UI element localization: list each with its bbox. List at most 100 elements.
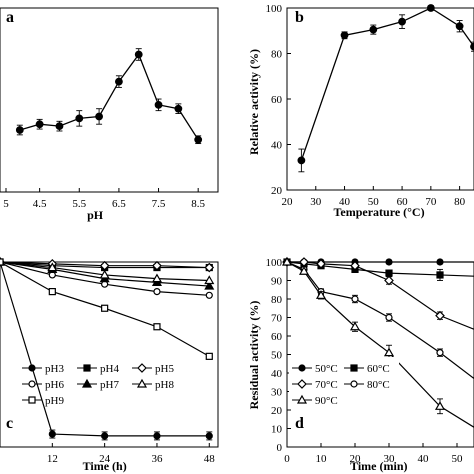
panel-d-series-group [281, 256, 474, 428]
panel-a-frame [0, 7, 219, 193]
panel-c-point-ph8 [99, 269, 110, 279]
panel-d-x-tick-label: 20 [350, 453, 362, 465]
legend-label-70c: 70°C [315, 379, 338, 391]
panel-b-label: b [295, 9, 304, 26]
panel-c-point-ph9 [205, 352, 213, 360]
panel-c-label: c [6, 415, 13, 432]
panel-b-frame [286, 7, 474, 191]
panel-b-x-tick-label: 50 [368, 196, 380, 208]
panel-a-x-tick-label: 7.5 [152, 198, 166, 210]
panel-d-y-tick-label: 20 [271, 405, 283, 417]
panel-b-data-point [297, 156, 306, 165]
panel-a-data-point [75, 114, 84, 123]
panel-c-point-ph9 [101, 304, 109, 312]
panel-d-y-tick-label: 0 [277, 442, 283, 454]
panel-c-x-tick-label: 12 [47, 453, 58, 465]
panel-b-data-point [340, 31, 349, 40]
panel-b-data-point [470, 42, 474, 51]
panel-d-point-90c [434, 401, 446, 410]
panel-d-y-tick-label: 60 [271, 331, 283, 343]
panel-d-point-70c [316, 259, 326, 269]
panel-b-data-point [398, 17, 406, 26]
panel-a-series-line [19, 53, 199, 141]
panel-b-data-point [455, 22, 464, 31]
panel-d-label: d [295, 415, 304, 432]
panel-c-point-ph8 [47, 262, 58, 272]
panel-d-frame [286, 261, 474, 448]
panel-a-data-point [154, 100, 163, 109]
panel-d-point-60c [385, 269, 393, 277]
panel-d-point-50c [385, 258, 393, 266]
legend-label-60c: 60°C [367, 363, 390, 375]
panel-d-x-tick-label: 40 [418, 453, 430, 465]
legend-label-ph9: pH9 [45, 395, 64, 407]
panel-d-y-tick-label: 90 [271, 276, 283, 288]
panel-c-point-ph9 [153, 323, 161, 331]
panel-c-point-ph9 [48, 288, 56, 296]
panel-d-x-tick-label: 0 [284, 453, 290, 465]
panel-d-y-tick-label: 30 [271, 387, 283, 399]
panel-d-point-60c [436, 271, 444, 279]
panel-c-series-group [0, 256, 215, 440]
panel-d-point-90c [315, 290, 327, 299]
panel-a-x-tick-label: 5 [3, 198, 9, 210]
panel-c-x-tick-label: 24 [99, 453, 111, 465]
panel-c-point-ph6 [153, 288, 161, 296]
panel-a-data-point [35, 120, 44, 129]
panel-d-line-60c [286, 261, 474, 277]
panel-a-data-point [194, 135, 203, 144]
panel-c-x-tick-label: 36 [151, 453, 163, 465]
legend-marker-50c [298, 364, 306, 372]
panel-b-y-tick-label: 80 [271, 49, 283, 61]
legend-marker-ph8 [136, 378, 148, 388]
panel-b-x-label: Temperature (°C) [333, 205, 424, 219]
panel-a-label: a [6, 9, 14, 26]
legend-label-80c: 80°C [367, 379, 390, 391]
panel-a-data-point [134, 50, 143, 59]
panel-c-x-tick-label: 48 [204, 453, 216, 465]
panel-d-x-tick-label: 10 [316, 453, 328, 465]
panel-c-line-ph3 [0, 261, 210, 437]
panel-d-point-70c [350, 260, 360, 271]
legend-marker-ph6 [28, 380, 36, 388]
legend-marker-60c [350, 364, 358, 372]
panel-b-series-line [300, 7, 474, 161]
panel-b-data-point [369, 25, 378, 34]
legend-marker-90c [296, 394, 308, 404]
panel-d-y-label: Residual activity (%) [247, 301, 261, 410]
legend-label-ph5: pH5 [155, 363, 174, 375]
legend-label-90c: 90°C [315, 395, 338, 407]
panel-b-x-tick-label: 40 [339, 196, 351, 208]
panel-c-point-ph6 [205, 291, 213, 299]
panel-b-y-tick-label: 60 [271, 94, 283, 106]
panel-b-y-tick-label: 100 [266, 3, 283, 15]
panel-c-point-ph5 [99, 260, 110, 271]
legend-label-ph3: pH3 [45, 363, 64, 375]
legend-label-ph8: pH8 [155, 379, 174, 391]
panel-d-point-80c [436, 349, 444, 357]
panel-a-x-tick-label: 8.5 [191, 198, 205, 210]
panel-c-point-ph8 [204, 275, 215, 285]
panel-b-data-point [426, 4, 435, 12]
panel-b-x-tick-label: 20 [282, 196, 294, 208]
legend-label-50c: 50°C [315, 363, 338, 375]
panel-d-point-50c [436, 258, 444, 266]
panel-d-point-90c [349, 321, 361, 331]
panel-d-point-70c [435, 310, 445, 321]
panel-c-point-ph5 [204, 262, 215, 273]
legend-label-ph7: pH7 [100, 379, 119, 391]
panel-b-y-tick-label: 40 [271, 140, 283, 152]
panel-a-data-point [95, 112, 103, 121]
panel-d-y-tick-label: 100 [266, 257, 283, 269]
panel-d-line-90c [286, 261, 474, 428]
panel-d [286, 261, 474, 448]
panel-d-y-tick-label: 50 [271, 350, 283, 362]
legend-marker-ph3 [28, 364, 36, 372]
legend-marker-ph5 [137, 363, 147, 373]
panel-c-point-ph7 [204, 280, 215, 290]
panel-c-point-ph8 [151, 273, 162, 283]
panel-b-x-tick-label: 70 [425, 196, 437, 208]
panel-c-x-label: Time (h) [83, 459, 127, 473]
panel-b [286, 7, 474, 191]
